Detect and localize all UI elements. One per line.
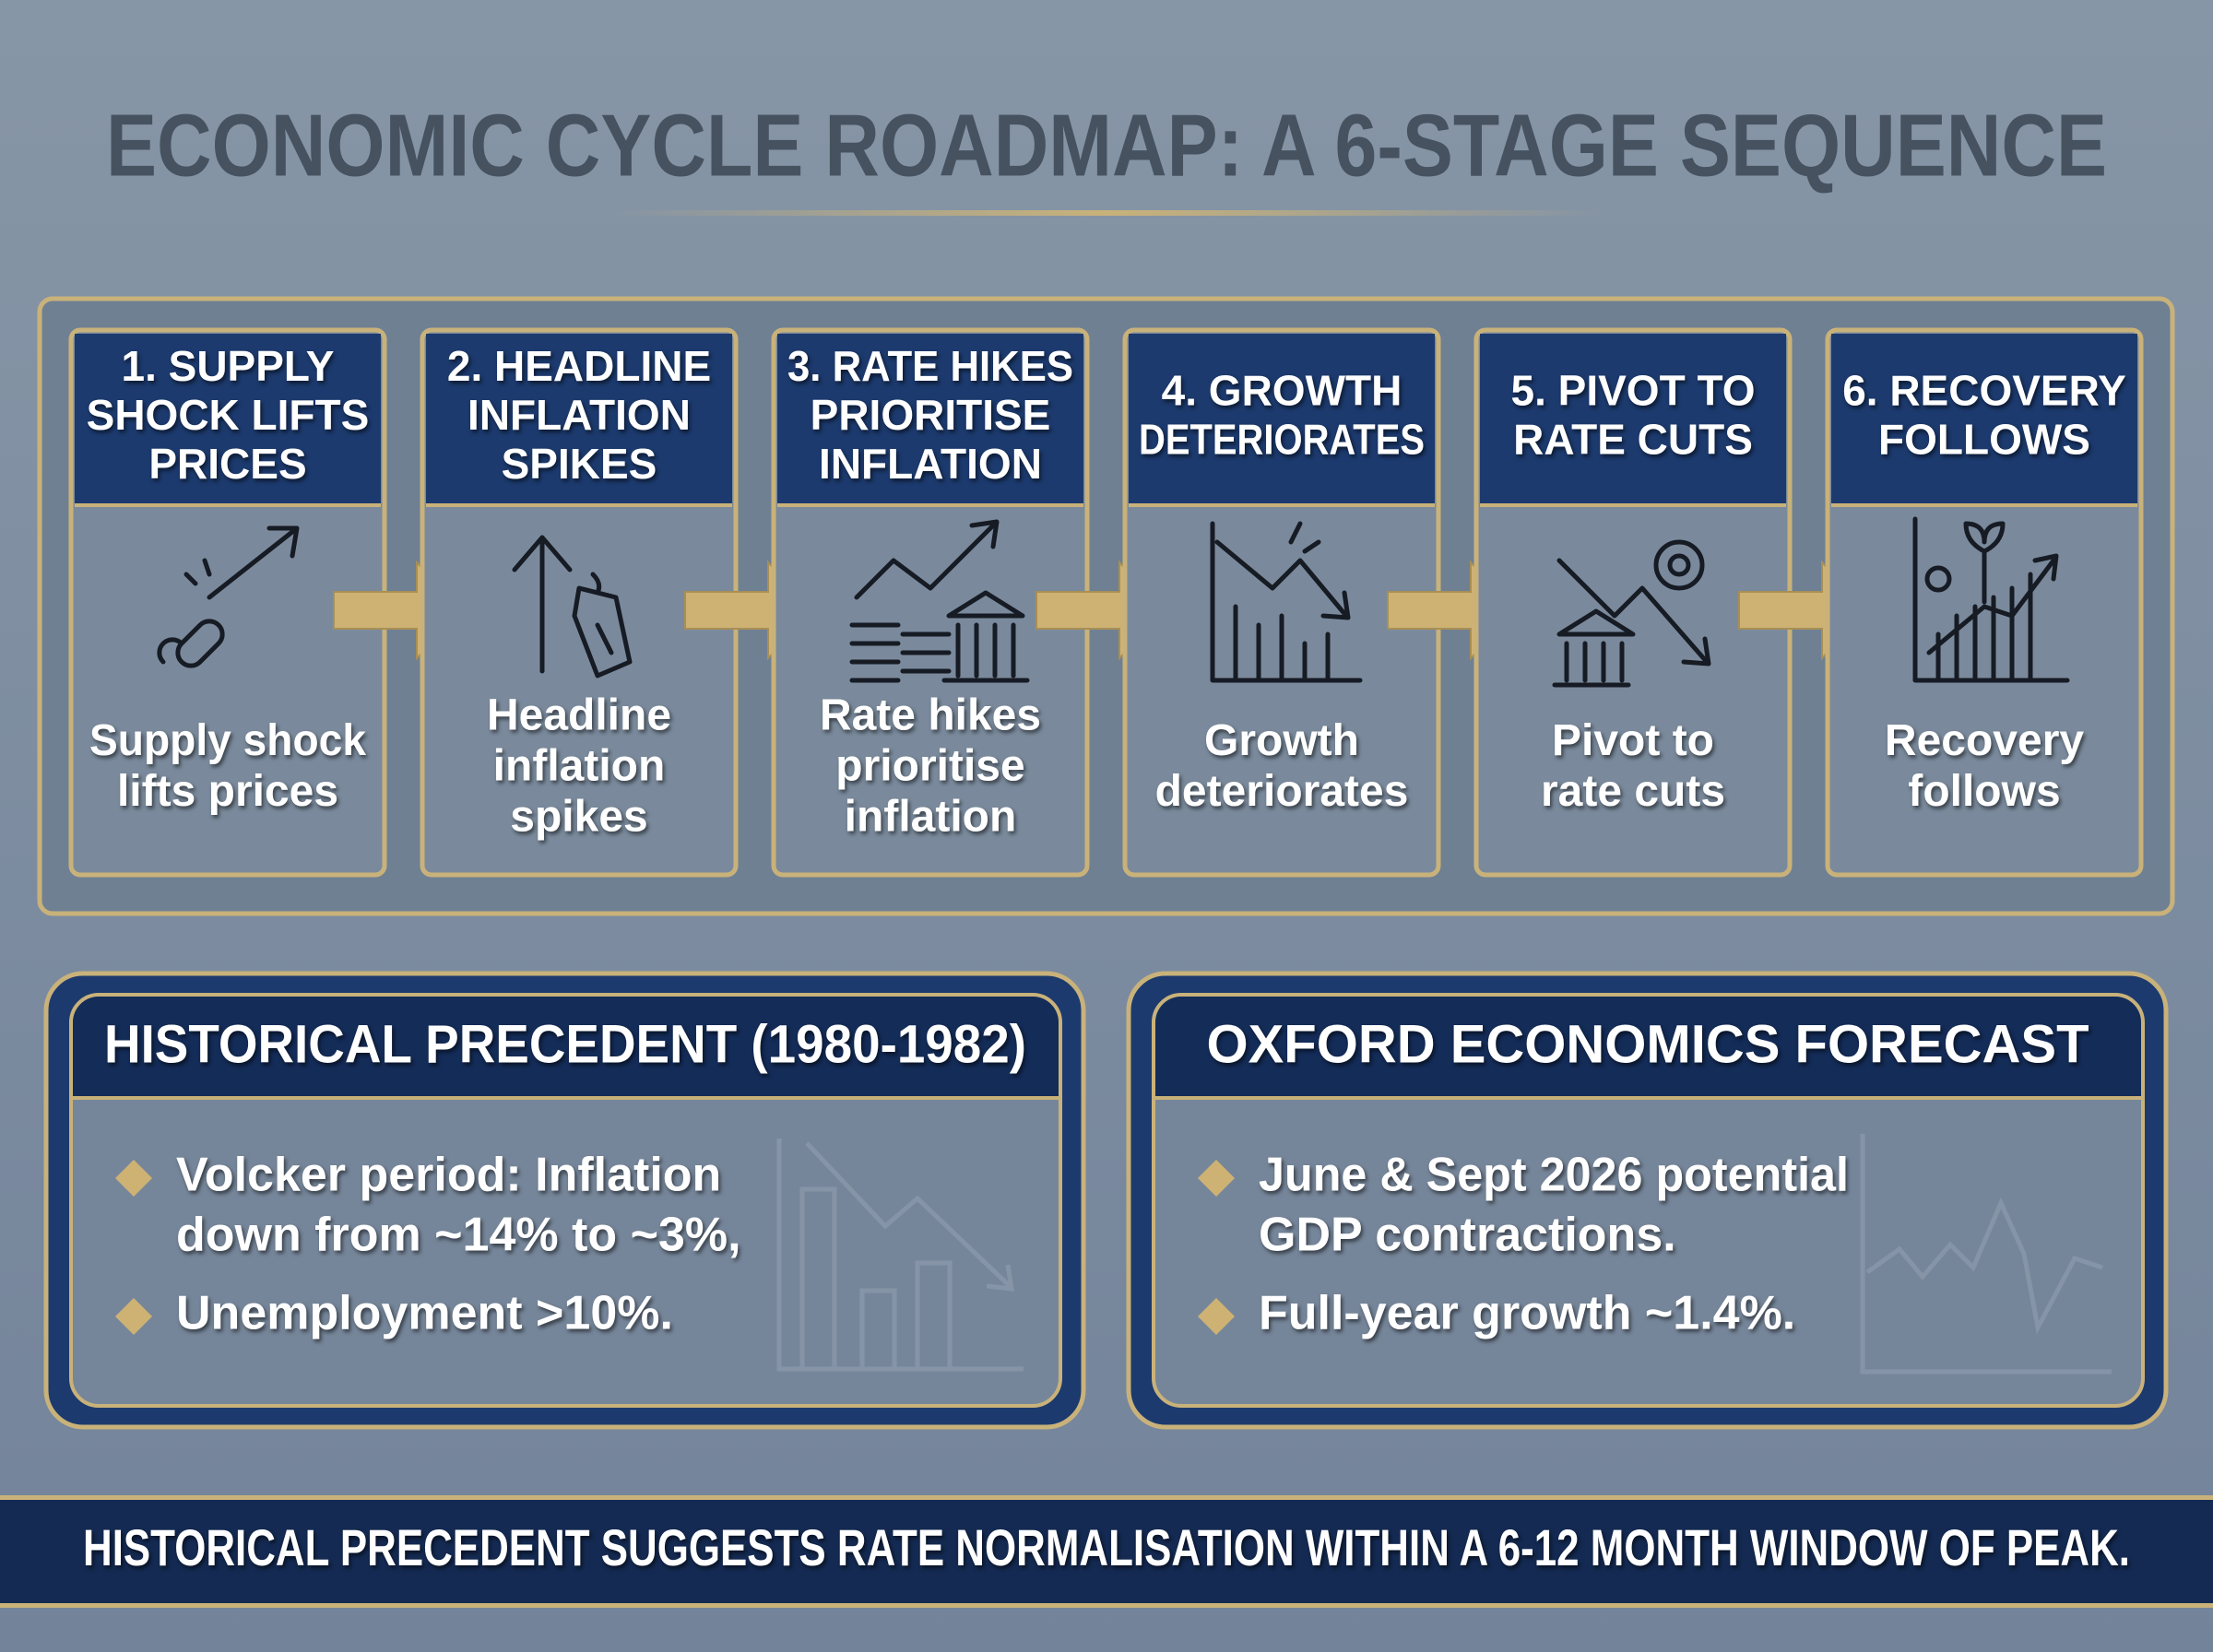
stage-header: PRIORITISE — [811, 391, 1051, 439]
stage-header: INFLATION — [819, 440, 1042, 488]
bullet-text: Volcker period: Inflation — [176, 1149, 721, 1202]
card-header-bg — [426, 334, 732, 503]
card-header-bg — [75, 334, 381, 503]
info-panel: OXFORD ECONOMICS FORECAST June & Sept 202… — [1126, 971, 2169, 1430]
stage-description: Recovery — [1885, 716, 2084, 765]
stage-description: spikes — [510, 793, 647, 842]
stage-description: Supply shock — [89, 716, 366, 765]
footer-text: HISTORICAL PRECEDENT SUGGESTS RATE NORMA… — [83, 1518, 2130, 1576]
panel-title: OXFORD ECONOMICS FORECAST — [1206, 1014, 2089, 1074]
stage-header: 3. RATE HIKES — [787, 342, 1073, 390]
watermark-chart — [776, 1139, 1024, 1372]
bullet-diamond — [115, 1298, 152, 1335]
stage-description: follows — [1908, 767, 2060, 816]
bullet-diamond — [1198, 1160, 1235, 1197]
card-header-bg — [1831, 334, 2137, 503]
stage-header: 2. HEADLINE — [447, 342, 711, 390]
stage-header: DETERIORATES — [1139, 416, 1425, 464]
bullet-diamond — [1198, 1298, 1235, 1335]
stage-header: RATE CUTS — [1513, 416, 1753, 464]
stage-header: 1. SUPPLY — [122, 342, 335, 390]
watermark-chart — [1860, 1134, 2112, 1375]
card-header-bg — [777, 334, 1083, 503]
stage-icon — [849, 519, 1030, 683]
stage-header: INFLATION — [467, 391, 691, 439]
stage-description: inflation — [493, 742, 666, 791]
stage-header: 5. PIVOT TO — [1511, 367, 1756, 415]
stage-description: Rate hikes — [820, 691, 1041, 740]
stage-header: PRICES — [148, 440, 306, 488]
footer-rule — [0, 1495, 2213, 1500]
stage-description: Headline — [487, 691, 671, 740]
bullet-text: Full-year growth ~1.4%. — [1259, 1287, 1795, 1340]
stage-icon — [1210, 521, 1363, 683]
panel-title: HISTORICAL PRECEDENT (1980-1982) — [104, 1014, 1026, 1074]
bullet-text: GDP contractions. — [1259, 1209, 1676, 1262]
stage-icon — [1552, 539, 1711, 688]
stage-header: SPIKES — [502, 440, 657, 488]
bullet-text: June & Sept 2026 potential — [1259, 1149, 1849, 1202]
stage-description: prioritise — [835, 742, 1024, 791]
footer-rule — [0, 1603, 2213, 1608]
panel-header-bg — [73, 997, 1059, 1097]
info-panel: HISTORICAL PRECEDENT (1980-1982) Volcker … — [43, 971, 1086, 1430]
stage-description: deteriorates — [1155, 767, 1409, 816]
footer-band — [0, 1495, 2213, 1608]
stage-icon — [512, 535, 633, 678]
panels: HISTORICAL PRECEDENT (1980-1982) Volcker … — [43, 971, 2169, 1430]
stage-icon — [157, 525, 300, 668]
stage-header: SHOCK LIFTS — [87, 391, 370, 439]
stage-header: 4. GROWTH — [1162, 367, 1402, 415]
stage-description: Pivot to — [1552, 716, 1714, 765]
stage-header: 6. RECOVERY — [1842, 367, 2126, 415]
page-title: ECONOMIC CYCLE ROADMAP: A 6-STAGE SEQUEN… — [106, 96, 2107, 195]
card-header-bg — [1129, 334, 1435, 503]
panel-header-bg — [1155, 997, 2141, 1097]
bullet-diamond — [115, 1160, 152, 1197]
stage-description: Growth — [1204, 716, 1359, 765]
card-header-bg — [1480, 334, 1786, 503]
bullet-text: down from ~14% to ~3%, — [176, 1209, 741, 1262]
stage-description: inflation — [845, 793, 1017, 842]
bullet-text: Unemployment >10%. — [176, 1287, 673, 1340]
stage-description: lifts prices — [117, 767, 338, 816]
stage-icon — [1912, 516, 2070, 683]
stage-description: rate cuts — [1541, 767, 1725, 816]
title-rule — [609, 210, 1604, 216]
stage-header: FOLLOWS — [1878, 416, 2090, 464]
